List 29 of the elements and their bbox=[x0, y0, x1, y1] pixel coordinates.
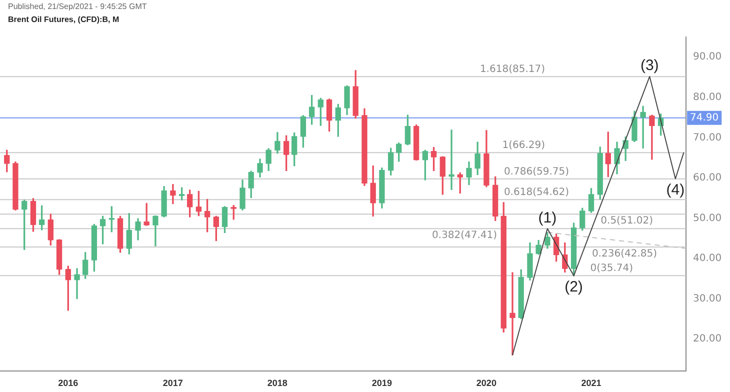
chart-title: Brent Oil Futures, (CFD):B, M bbox=[8, 15, 120, 24]
y-tick-label: 30.00 bbox=[693, 293, 722, 304]
ref-line-label: 1.618(85.17) bbox=[480, 64, 546, 76]
y-tick-label: 40.00 bbox=[693, 253, 722, 264]
ref-line-label: 1(66.29) bbox=[502, 140, 546, 152]
ref-line-label: 0.236(42.85) bbox=[592, 248, 658, 260]
ref-line-label: 0.5(51.02) bbox=[600, 216, 654, 227]
ref-line-label: 0.382(47.41) bbox=[432, 230, 498, 242]
y-tick-label: 20.00 bbox=[693, 334, 722, 345]
x-tick-label: 2016 bbox=[58, 378, 78, 388]
annotation: (2) bbox=[564, 278, 583, 296]
y-tick-label: 80.00 bbox=[693, 92, 722, 103]
ref-line-label: 0.618(54.62) bbox=[504, 187, 570, 198]
annotation: (3) bbox=[640, 57, 659, 74]
y-tick-label: 70.00 bbox=[693, 132, 722, 144]
x-tick-label: 2019 bbox=[372, 378, 392, 388]
ref-line-label: 0(35.74) bbox=[590, 263, 634, 274]
x-tick-label: 2020 bbox=[476, 378, 496, 388]
y-tick-label: 50.00 bbox=[693, 212, 722, 224]
text: Published, 21/Sep/2021 - 9:45:25 GMT bbox=[8, 2, 147, 11]
ref-line-label: 74.90 bbox=[690, 112, 719, 124]
annotation: (4) bbox=[666, 181, 685, 198]
x-tick-label: 2018 bbox=[267, 378, 288, 388]
x-tick-label: 2021 bbox=[581, 378, 602, 388]
y-tick-label: 90.00 bbox=[693, 52, 722, 63]
annotation: (1) bbox=[538, 209, 557, 226]
y-tick-label: 60.00 bbox=[693, 172, 722, 184]
x-tick-label: 2017 bbox=[162, 378, 183, 388]
ref-line-label: 0.786(59.75) bbox=[504, 166, 570, 178]
